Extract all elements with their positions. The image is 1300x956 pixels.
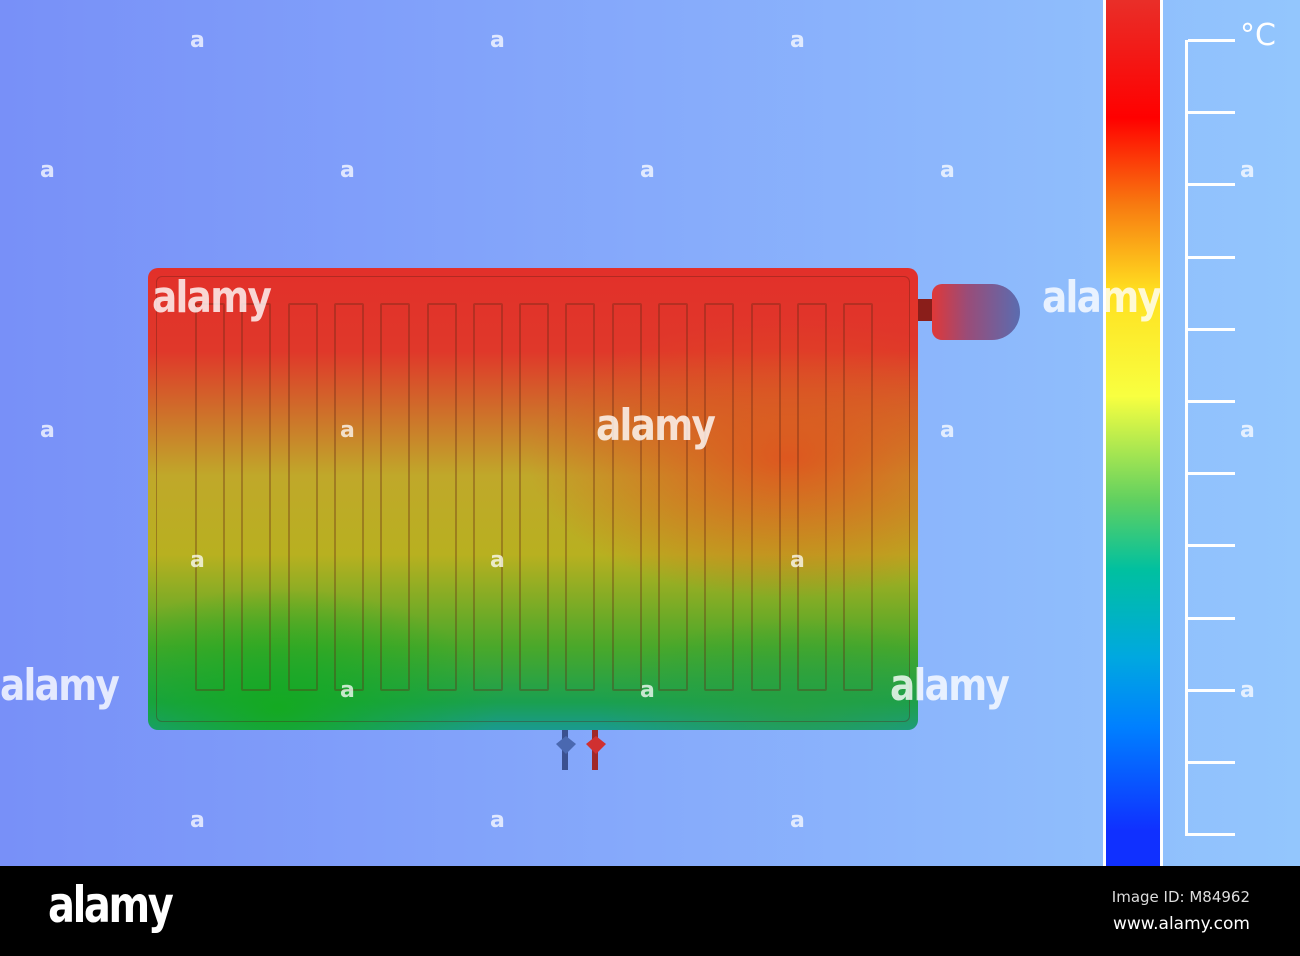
watermark-small: a	[1240, 158, 1255, 183]
temperature-color-scale	[1103, 0, 1163, 866]
radiator-fin	[195, 303, 225, 691]
image-id: Image ID: M84962	[1111, 888, 1250, 906]
radiator-fin	[658, 303, 688, 691]
scale-tick	[1188, 761, 1235, 764]
watermark-small: a	[490, 28, 505, 53]
watermark-small: a	[640, 158, 655, 183]
scale-tick	[1188, 616, 1235, 620]
unit-label: °C	[1240, 18, 1276, 53]
scale-tick	[1188, 255, 1235, 259]
scale-tick	[1188, 833, 1235, 837]
watermark-small: a	[1240, 418, 1255, 443]
thermostat-valve-stem	[918, 299, 934, 321]
watermark-logo: alamy	[1042, 272, 1162, 323]
radiator-heatmap	[148, 268, 918, 730]
scale-ticks	[1185, 39, 1248, 837]
scale-tick	[1188, 400, 1235, 403]
watermark-small: a	[340, 418, 355, 443]
watermark-small: a	[940, 158, 955, 183]
radiator-fin	[611, 303, 642, 691]
radiator-fin	[796, 303, 827, 691]
radiator-fin	[333, 303, 364, 691]
watermark-logo: alamy	[0, 660, 120, 711]
radiator-fin	[426, 303, 457, 691]
scale-tick	[1188, 472, 1235, 476]
radiator-fin	[287, 303, 318, 691]
watermark-small: a	[40, 158, 55, 183]
watermark-small: a	[790, 808, 805, 833]
watermark-small: a	[490, 808, 505, 833]
thermostat-knob	[932, 284, 1020, 340]
watermark-logo: alamy	[890, 660, 1010, 711]
scale-tick	[1188, 544, 1235, 548]
watermark-small: a	[640, 678, 655, 703]
scale-tick	[1188, 39, 1235, 42]
watermark-small: a	[1240, 678, 1255, 703]
watermark-small: a	[340, 158, 355, 183]
watermark-small: a	[790, 548, 805, 573]
watermark-small: a	[340, 678, 355, 703]
watermark-small: a	[190, 28, 205, 53]
radiator-pipes	[556, 730, 606, 770]
footer-bar: alamy Image ID: M84962 www.alamy.com	[0, 866, 1300, 956]
watermark-small: a	[190, 808, 205, 833]
radiator-fin	[750, 303, 781, 691]
radiator-fin	[241, 303, 272, 691]
radiator-fin	[704, 303, 735, 691]
watermark-small: a	[940, 418, 955, 443]
watermark-logo: alamy	[152, 272, 272, 323]
watermark-small: a	[490, 548, 505, 573]
radiator-fin	[843, 303, 874, 691]
scale-tick	[1188, 183, 1235, 187]
radiator-fin	[380, 303, 411, 691]
watermark-logo: alamy	[596, 400, 716, 451]
watermark-small: a	[190, 548, 205, 573]
radiator-fin	[472, 303, 503, 691]
radiator-fin	[565, 303, 596, 691]
radiator-fin	[519, 303, 550, 691]
watermark-small: a	[40, 418, 55, 443]
scale-tick	[1188, 327, 1235, 331]
scale-tick	[1188, 688, 1235, 692]
watermark-small: a	[790, 28, 805, 53]
site-url: www.alamy.com	[1112, 914, 1250, 934]
alamy-logo: alamy	[48, 876, 174, 934]
scale-tick	[1188, 111, 1235, 115]
